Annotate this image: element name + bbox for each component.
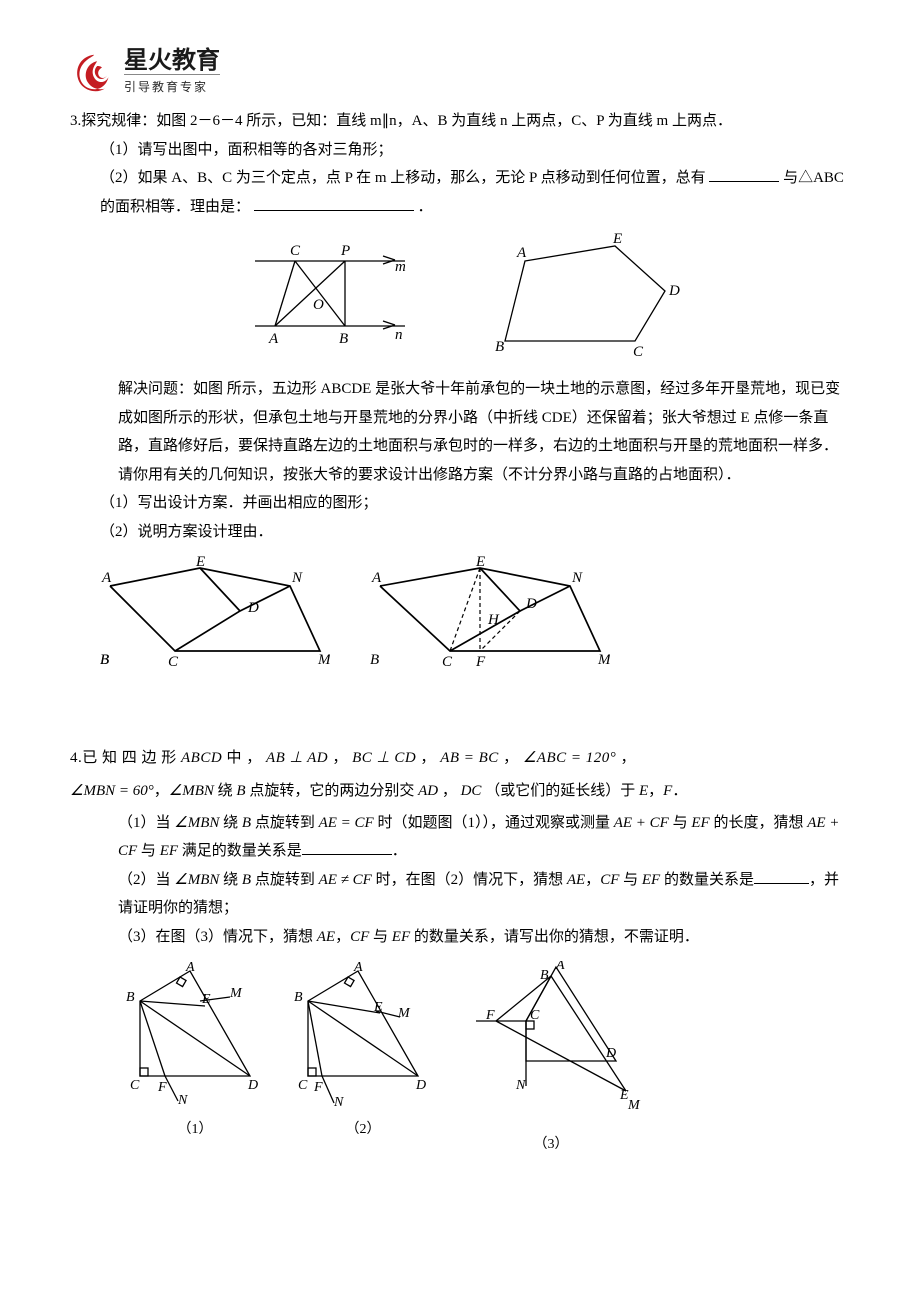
p3-q2: （2）如果 A、B、C 为三个定点，点 P 在 m 上移动，那么，无论 P 点移… bbox=[70, 164, 850, 221]
svg-text:N: N bbox=[333, 1095, 344, 1106]
svg-text:A: A bbox=[353, 961, 363, 975]
p4-lead: 4.已 知 四 边 形 ABCD 中 ， AB ⊥ AD ， BC ⊥ CD ，… bbox=[70, 744, 850, 773]
svg-text:H: H bbox=[487, 612, 500, 628]
p4-q1: （1）当 ∠MBN 绕 B 点旋转到 AE = CF 时（如题图（1）），通过观… bbox=[70, 809, 850, 866]
svg-text:F: F bbox=[313, 1080, 323, 1095]
p4-fig3-cap: （3） bbox=[456, 1132, 646, 1159]
svg-text:N: N bbox=[515, 1078, 526, 1093]
p4-figs: A B C D E F M N （1） bbox=[120, 961, 850, 1158]
spacer bbox=[70, 704, 850, 744]
svg-text:M: M bbox=[397, 1006, 411, 1021]
svg-text:C: C bbox=[633, 344, 644, 360]
svg-text:B: B bbox=[339, 331, 348, 347]
p4-q3: （3）在图（3）情况下，猜想 AE，CF 与 EF 的数量关系，请写出你的猜想，… bbox=[70, 923, 850, 952]
page: 星火教育 引导教育专家 3.探究规律：如图 2－6－4 所示，已知：直线 m∥n… bbox=[0, 0, 920, 1246]
p4-fig2: A B C D E F M N bbox=[288, 961, 438, 1106]
svg-text:D: D bbox=[605, 1046, 616, 1061]
svg-text:M: M bbox=[317, 652, 330, 668]
p3-solve-lead-text: 解决问题：如图 所示，五边形 ABCDE 是张大爷十年前承包的一块土地的示意图，… bbox=[118, 381, 840, 483]
svg-text:C: C bbox=[130, 1078, 140, 1093]
blank-3 bbox=[302, 838, 392, 856]
p4-number: 4. bbox=[70, 750, 82, 766]
logo-title: 星火教育 bbox=[124, 48, 220, 74]
svg-text:D: D bbox=[247, 1078, 258, 1093]
svg-text:E: E bbox=[195, 556, 205, 570]
svg-text:E: E bbox=[612, 231, 622, 247]
problem-4: 4.已 知 四 边 形 ABCD 中 ， AB ⊥ AD ， BC ⊥ CD ，… bbox=[70, 744, 850, 1158]
svg-text:A: A bbox=[101, 570, 112, 586]
svg-text:C: C bbox=[442, 654, 453, 670]
p3-figs-row1: C P A B O m n A E D C bbox=[70, 231, 850, 361]
p4-fig1: A B C D E F M N bbox=[120, 961, 270, 1106]
blank-4 bbox=[754, 866, 809, 884]
svg-text:A: A bbox=[371, 570, 382, 586]
p4-fig2-wrap: A B C D E F M N （2） bbox=[288, 961, 438, 1158]
p3-fig1: C P A B O m n bbox=[235, 231, 425, 351]
p4-q2: （2）当 ∠MBN 绕 B 点旋转到 AE ≠ CF 时，在图（2）情况下，猜想… bbox=[70, 866, 850, 923]
svg-text:F: F bbox=[485, 1008, 495, 1023]
svg-text:m: m bbox=[395, 259, 406, 275]
svg-text:M: M bbox=[627, 1098, 641, 1113]
p3-number: 3. bbox=[70, 113, 81, 129]
svg-text:C: C bbox=[530, 1008, 540, 1023]
p3-lead-text: 探究规律：如图 2－6－4 所示，已知：直线 m∥n，A、B 为直线 n 上两点… bbox=[81, 113, 732, 129]
p4-fig1-wrap: A B C D E F M N （1） bbox=[120, 961, 270, 1158]
blank-1 bbox=[709, 165, 779, 183]
svg-text:B: B bbox=[294, 990, 303, 1005]
svg-text:C: C bbox=[168, 654, 179, 670]
svg-text:M: M bbox=[597, 652, 610, 668]
p4-fig2-cap: （2） bbox=[288, 1117, 438, 1144]
svg-text:C: C bbox=[298, 1078, 308, 1093]
p3-period: ． bbox=[418, 199, 433, 215]
svg-text:F: F bbox=[157, 1080, 167, 1095]
svg-text:P: P bbox=[340, 243, 350, 259]
svg-text:D: D bbox=[525, 596, 537, 612]
svg-text:E: E bbox=[475, 556, 485, 570]
spark-icon bbox=[70, 50, 118, 98]
svg-text:A: A bbox=[555, 961, 565, 973]
svg-text:N: N bbox=[177, 1093, 188, 1106]
p3-q2a: （2）如果 A、B、C 为三个定点，点 P 在 m 上移动，那么，无论 P 点移… bbox=[100, 170, 706, 186]
svg-text:D: D bbox=[415, 1078, 426, 1093]
p3-lead: 3.探究规律：如图 2－6－4 所示，已知：直线 m∥n，A、B 为直线 n 上… bbox=[70, 107, 850, 136]
svg-text:B: B bbox=[540, 968, 549, 983]
svg-text:O: O bbox=[313, 297, 324, 313]
problem-3: 3.探究规律：如图 2－6－4 所示，已知：直线 m∥n，A、B 为直线 n 上… bbox=[70, 107, 850, 676]
p4-fig3: A B C D E F M N bbox=[456, 961, 646, 1121]
svg-text:A: A bbox=[516, 245, 527, 261]
svg-text:N: N bbox=[571, 570, 583, 586]
p3-fig2: A E D C B bbox=[485, 231, 685, 361]
p3-fig3: A E N D M C B B bbox=[100, 556, 330, 676]
p3-s1: （1）写出设计方案．并画出相应的图形； bbox=[70, 489, 850, 518]
p4-fig3-wrap: A B C D E F M N （3） bbox=[456, 961, 646, 1158]
svg-text:C: C bbox=[290, 243, 301, 259]
logo: 星火教育 引导教育专家 bbox=[70, 48, 850, 99]
p4-fig1-cap: （1） bbox=[120, 1117, 270, 1144]
svg-text:M: M bbox=[229, 986, 243, 1001]
svg-text:B: B bbox=[100, 652, 109, 668]
svg-text:B: B bbox=[126, 990, 135, 1005]
p3-q1: （1）请写出图中，面积相等的各对三角形； bbox=[70, 136, 850, 165]
p3-figs-row2: A E N D M C B B bbox=[100, 556, 850, 676]
svg-text:N: N bbox=[291, 570, 303, 586]
p3-fig4: A E N D H M C F B bbox=[370, 556, 610, 676]
svg-text:B: B bbox=[495, 339, 504, 355]
logo-subtitle: 引导教育专家 bbox=[124, 74, 220, 99]
p4-lead2: ∠MBN = 60°，∠MBN 绕 B 点旋转，它的两边分别交 AD ， DC … bbox=[70, 773, 850, 809]
svg-text:D: D bbox=[247, 600, 259, 616]
svg-text:E: E bbox=[373, 1000, 383, 1015]
svg-text:B: B bbox=[370, 652, 379, 668]
svg-text:E: E bbox=[201, 992, 211, 1007]
blank-2 bbox=[254, 193, 414, 211]
svg-text:F: F bbox=[475, 654, 486, 670]
svg-text:A: A bbox=[268, 331, 279, 347]
p3-solve-lead: 解决问题：如图 所示，五边形 ABCDE 是张大爷十年前承包的一块土地的示意图，… bbox=[70, 375, 850, 489]
svg-text:D: D bbox=[668, 283, 680, 299]
svg-text:A: A bbox=[185, 961, 195, 975]
p3-s2: （2）说明方案设计理由． bbox=[70, 518, 850, 547]
logo-text: 星火教育 引导教育专家 bbox=[124, 48, 220, 99]
svg-text:n: n bbox=[395, 327, 403, 343]
